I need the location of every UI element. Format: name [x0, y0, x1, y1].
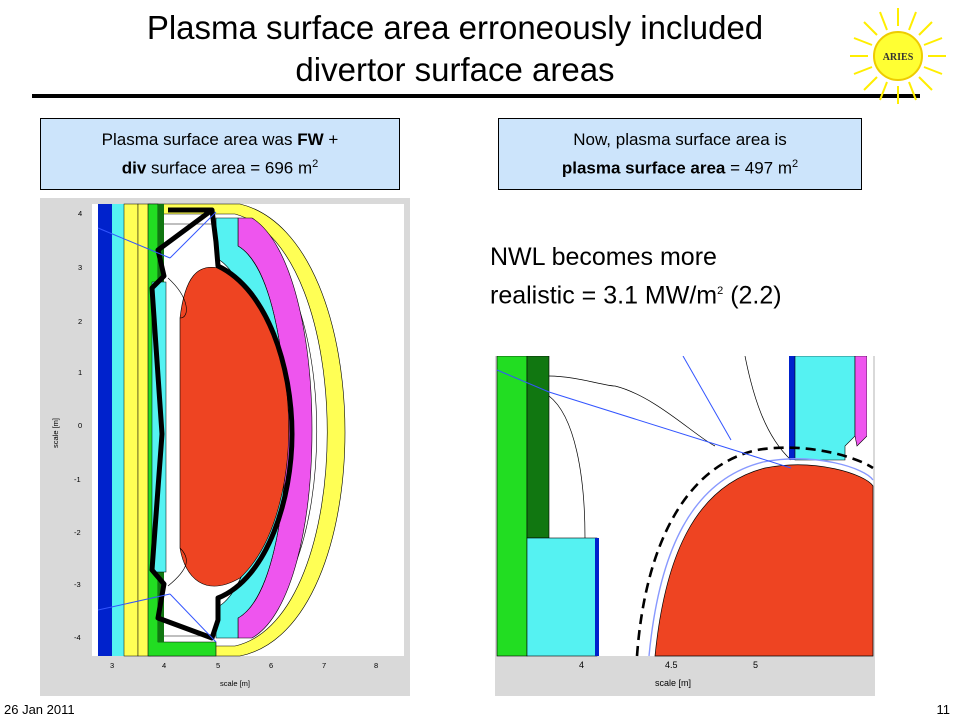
new-area-line1: Now, plasma surface area is [573, 129, 787, 149]
footer-date: 26 Jan 2011 [4, 702, 75, 717]
xtick-5: 5 [216, 661, 220, 670]
xtick-8: 8 [374, 661, 378, 670]
logo-text: ARIES [883, 52, 914, 63]
old-area-note: Plasma surface area was FW + div surface… [40, 118, 400, 190]
new-area-line2: plasma surface area = 497 m2 [561, 157, 799, 178]
ytick-2: 2 [78, 317, 82, 326]
new-area-note: Now, plasma surface area is plasma surfa… [498, 118, 862, 190]
ytick-m2: -2 [74, 528, 81, 537]
zoom-xtick-5: 5 [753, 660, 758, 670]
old-area-line1: Plasma surface area was FW + [101, 129, 339, 149]
xtick-7: 7 [322, 661, 326, 670]
ytick-3: 3 [78, 263, 82, 272]
aries-sun-logo-icon: ARIES [850, 8, 946, 104]
old-area-line2: div surface area = 696 m2 [121, 157, 319, 178]
ytick-4: 4 [78, 209, 82, 218]
ytick-m3: -3 [74, 580, 81, 589]
left-ylabel: scale [m] [51, 418, 60, 448]
slide-title-line2: divertor surface areas [295, 51, 615, 88]
ytick-1: 1 [78, 368, 82, 377]
zoom-xtick-4-5: 4.5 [665, 660, 678, 670]
nwl-line1: NWL becomes more [490, 243, 717, 271]
slide-number: 11 [936, 702, 951, 717]
nwl-note: NWL becomes more realistic = 3.1 MW/m2 (… [490, 240, 782, 312]
slide-title-line1: Plasma surface area erroneously included [146, 9, 764, 46]
nwl-line2: realistic = 3.1 MW/m2 (2.2) [490, 281, 782, 310]
xtick-4: 4 [162, 661, 166, 670]
xtick-6: 6 [269, 661, 273, 670]
xtick-3: 3 [110, 661, 114, 670]
ytick-0: 0 [78, 421, 82, 430]
title-divider [32, 94, 920, 98]
full-cross-section-figure: 4 3 2 1 0 -1 -2 -3 -4 3 4 5 6 7 8 scale … [40, 198, 410, 696]
left-xlabel: scale [m] [220, 679, 250, 688]
zoom-xtick-4: 4 [579, 660, 584, 670]
zoom-xlabel: scale [m] [655, 678, 691, 688]
ytick-m4: -4 [74, 633, 81, 642]
ytick-m1: -1 [74, 475, 81, 484]
zoomed-divertor-figure: 4 4.5 5 scale [m] [495, 356, 875, 696]
